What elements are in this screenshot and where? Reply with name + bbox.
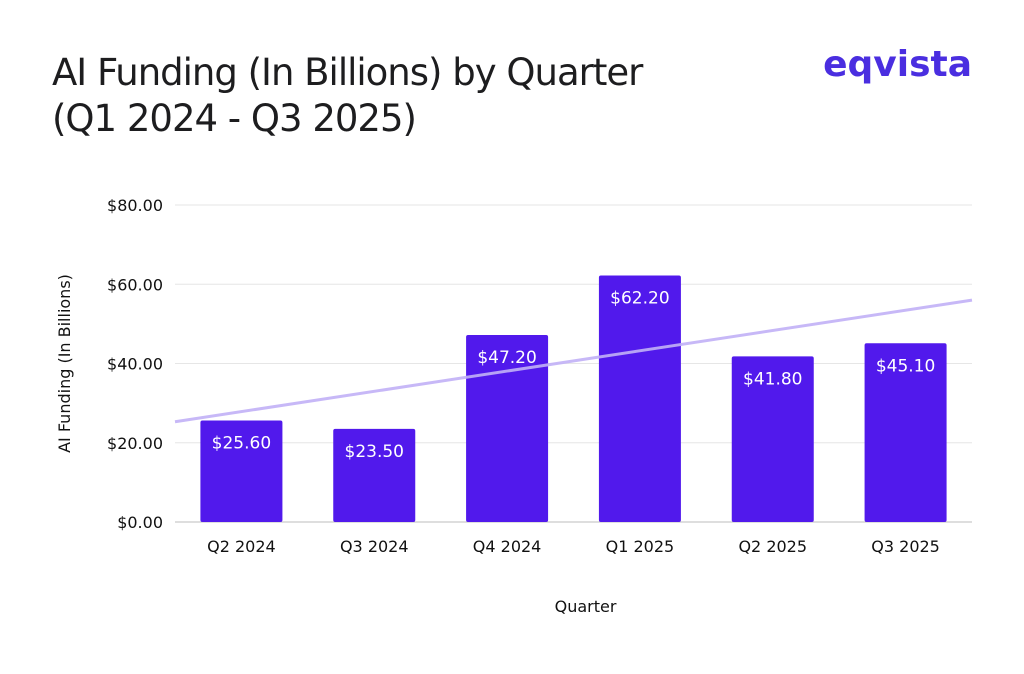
y-tick-label: $80.00 — [107, 196, 163, 215]
y-axis-title: AI Funding (In Billions) — [55, 274, 74, 453]
data-label: $62.20 — [610, 289, 669, 309]
y-tick-label: $60.00 — [107, 275, 163, 294]
x-tick-label: Q1 2025 — [606, 537, 675, 556]
x-tick-label: Q2 2025 — [738, 537, 807, 556]
y-tick-label: $0.00 — [117, 513, 163, 532]
bar — [333, 428, 416, 522]
x-tick-label: Q3 2024 — [340, 537, 409, 556]
bar — [598, 275, 681, 522]
data-label: $47.20 — [477, 348, 536, 368]
bar — [466, 334, 549, 522]
trendline — [174, 298, 973, 424]
chart-title: AI Funding (In Billions) by Quarter (Q1 … — [52, 50, 643, 142]
data-label: $45.10 — [876, 356, 935, 376]
x-axis-title: Quarter — [555, 597, 617, 616]
eqvista-logo: eqvista — [823, 44, 972, 85]
chart-title-line2: (Q1 2024 - Q3 2025) — [52, 97, 417, 140]
x-tick-label: Q2 2024 — [207, 537, 276, 556]
y-tick-label: $40.00 — [107, 355, 163, 374]
x-tick-label: Q3 2025 — [871, 537, 940, 556]
bar — [731, 356, 814, 522]
chart-title-line1: AI Funding (In Billions) by Quarter — [52, 51, 643, 94]
data-label: $23.50 — [345, 442, 404, 462]
data-label: $41.80 — [743, 369, 802, 389]
bar — [200, 420, 283, 522]
y-tick-label: $20.00 — [107, 434, 163, 453]
x-tick-label: Q4 2024 — [473, 537, 542, 556]
bar — [864, 343, 947, 522]
data-label: $25.60 — [212, 434, 271, 454]
